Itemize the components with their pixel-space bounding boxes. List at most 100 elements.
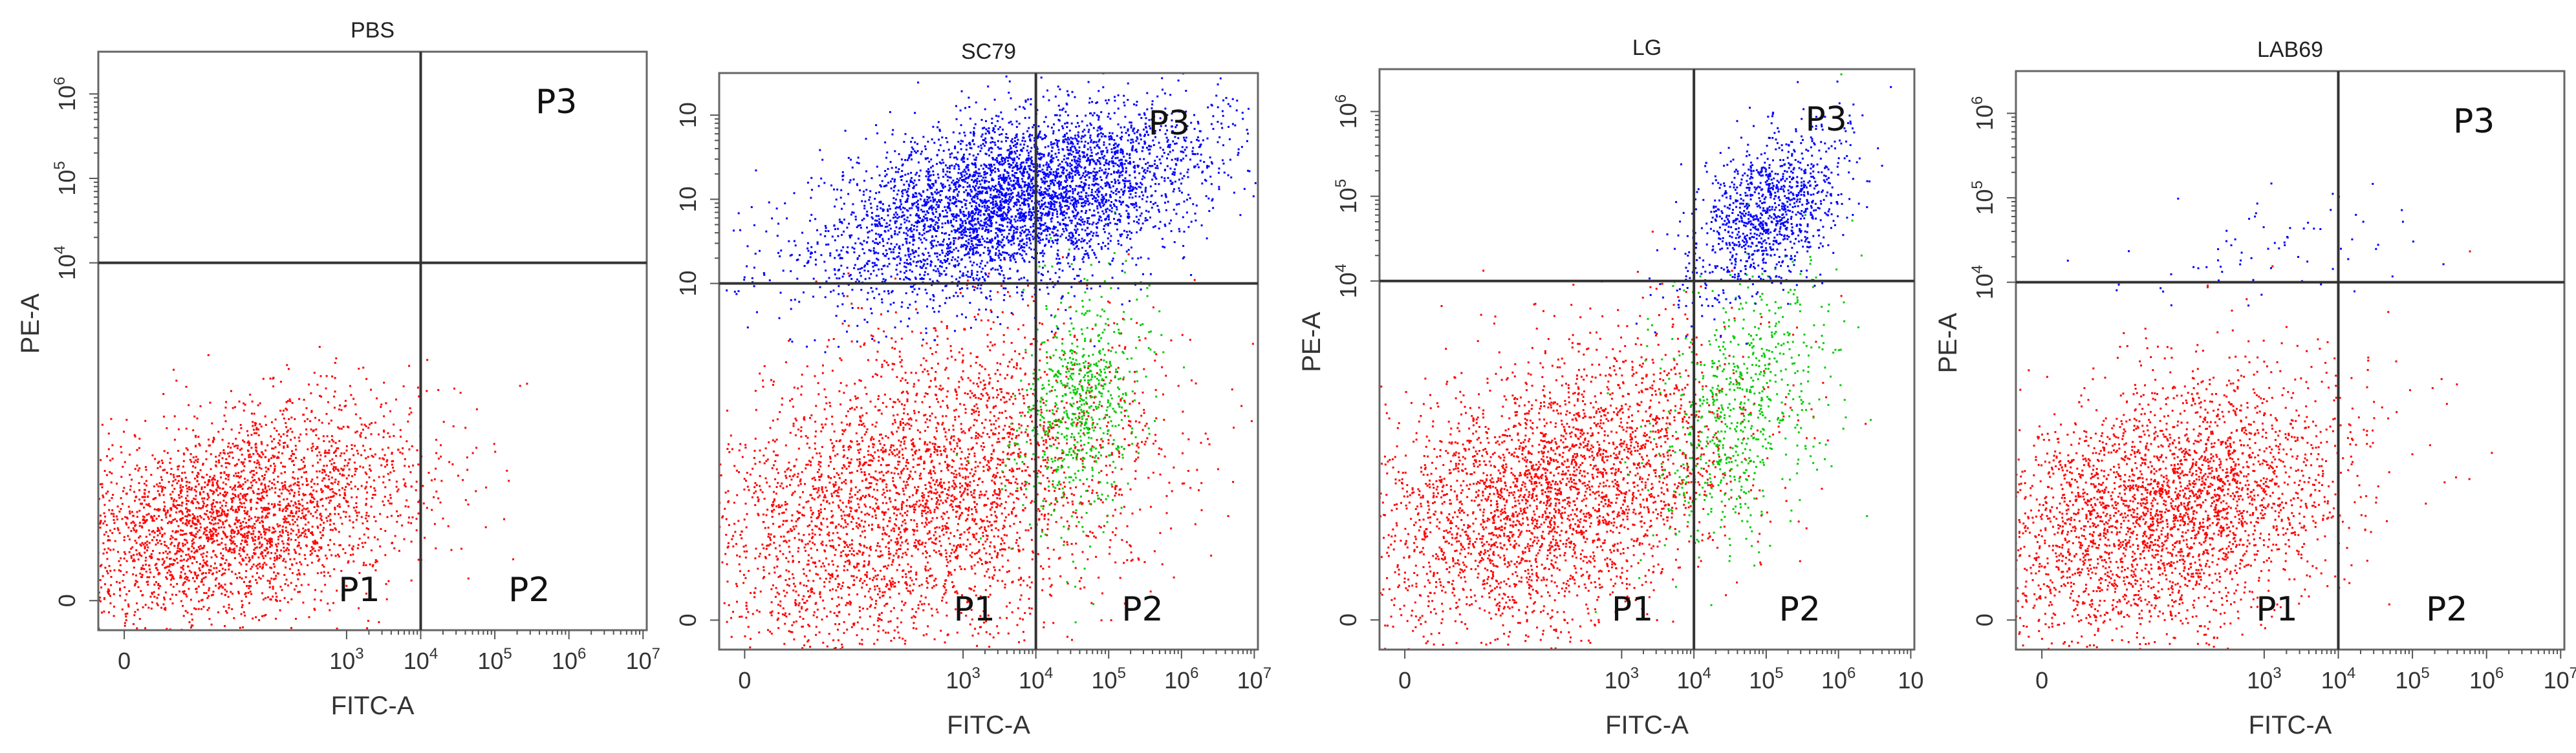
data-point xyxy=(934,707,936,709)
data-point xyxy=(83,541,85,543)
data-point xyxy=(894,523,896,525)
data-point xyxy=(327,544,330,546)
data-point xyxy=(369,423,371,426)
data-point xyxy=(780,535,783,538)
data-point xyxy=(1012,403,1015,405)
data-point xyxy=(180,549,182,551)
data-point xyxy=(332,494,335,497)
data-point xyxy=(1110,619,1112,622)
data-point xyxy=(362,546,364,548)
data-point xyxy=(194,550,197,553)
data-point xyxy=(805,609,807,611)
data-point xyxy=(334,449,337,452)
data-point xyxy=(901,514,904,517)
data-point xyxy=(656,527,658,529)
data-point xyxy=(755,408,757,411)
data-point xyxy=(166,631,168,633)
data-point xyxy=(839,588,842,590)
data-point xyxy=(1015,539,1018,541)
data-point xyxy=(296,562,298,564)
data-point xyxy=(673,451,675,452)
data-point xyxy=(979,364,981,366)
data-point xyxy=(977,414,980,416)
data-point xyxy=(241,494,244,497)
data-point xyxy=(868,460,871,462)
data-point xyxy=(955,473,958,476)
data-point xyxy=(296,573,299,576)
data-point xyxy=(352,398,355,400)
data-point xyxy=(365,498,368,500)
data-point xyxy=(1014,515,1017,518)
data-point xyxy=(262,453,265,456)
data-point xyxy=(264,456,266,458)
data-point xyxy=(129,453,131,456)
data-point xyxy=(210,515,213,518)
data-point xyxy=(386,463,388,466)
data-point xyxy=(882,450,885,452)
data-point xyxy=(245,499,248,502)
data-point xyxy=(250,470,253,472)
data-point xyxy=(877,505,880,508)
data-point xyxy=(891,560,894,563)
data-point xyxy=(157,542,159,544)
data-point xyxy=(260,441,263,443)
data-point xyxy=(417,463,420,466)
data-point xyxy=(114,540,116,542)
data-point xyxy=(327,602,329,605)
data-point xyxy=(215,488,217,491)
data-point xyxy=(140,476,143,478)
data-point xyxy=(220,552,222,555)
data-point xyxy=(935,427,938,429)
data-point xyxy=(286,547,288,549)
data-point xyxy=(184,544,186,546)
data-point xyxy=(843,620,845,623)
data-point xyxy=(130,522,133,524)
data-point xyxy=(1121,538,1123,541)
data-point xyxy=(976,503,979,505)
data-point xyxy=(1046,461,1048,464)
scatter-points xyxy=(83,346,528,694)
data-point xyxy=(158,482,161,485)
data-point xyxy=(821,372,824,374)
data-point xyxy=(92,542,94,544)
data-point xyxy=(1131,513,1134,514)
data-point xyxy=(173,438,176,441)
data-point xyxy=(834,483,837,486)
data-point xyxy=(966,493,969,496)
data-point xyxy=(241,487,244,490)
data-point xyxy=(1076,456,1077,459)
data-point xyxy=(209,401,211,404)
data-point xyxy=(239,626,241,629)
data-point xyxy=(199,522,202,525)
data-point xyxy=(1009,493,1012,495)
data-point xyxy=(356,514,358,517)
data-point xyxy=(194,524,197,526)
data-point xyxy=(793,528,796,531)
data-point xyxy=(169,558,171,560)
data-point xyxy=(276,457,278,459)
data-point xyxy=(277,451,280,454)
data-point xyxy=(998,458,1001,461)
data-point xyxy=(814,602,817,605)
data-point xyxy=(358,367,360,370)
data-point xyxy=(200,488,203,491)
data-point xyxy=(230,548,232,551)
data-point xyxy=(239,498,241,500)
data-point xyxy=(287,553,290,555)
data-point xyxy=(320,590,323,593)
data-point xyxy=(201,566,204,568)
data-point xyxy=(182,692,184,694)
data-point xyxy=(138,467,141,470)
data-point xyxy=(213,436,215,439)
data-point xyxy=(942,415,944,418)
data-point xyxy=(202,552,205,555)
data-point xyxy=(100,565,102,567)
data-point xyxy=(1030,442,1032,445)
data-point xyxy=(119,595,122,597)
data-point xyxy=(888,557,891,560)
data-point xyxy=(129,510,131,513)
data-point xyxy=(843,514,846,516)
data-point xyxy=(138,447,140,449)
data-point xyxy=(876,350,879,353)
data-point xyxy=(578,675,580,677)
